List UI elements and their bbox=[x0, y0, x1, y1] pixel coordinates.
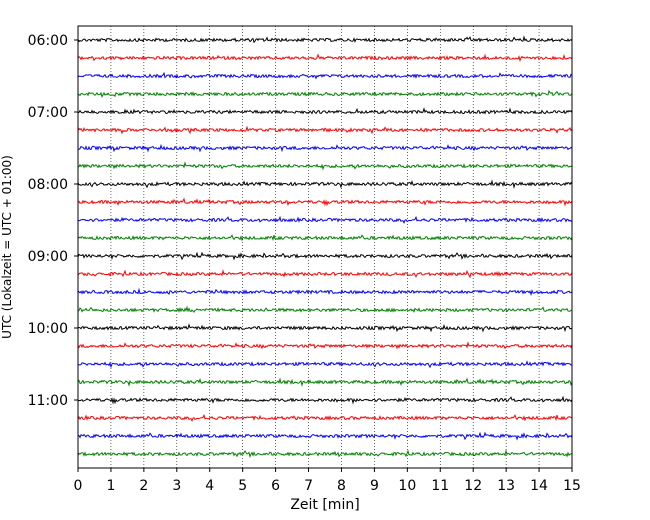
x-tick-label-11: 11 bbox=[431, 478, 449, 494]
x-tick-label-15: 15 bbox=[563, 478, 581, 494]
trace-0715 bbox=[77, 125, 573, 135]
seismic-traces bbox=[77, 35, 573, 459]
trace-0700 bbox=[77, 107, 573, 115]
trace-1000 bbox=[77, 323, 573, 333]
x-tick-label-4: 4 bbox=[205, 478, 214, 494]
y-tick-label-4: 10:00 bbox=[28, 321, 68, 337]
y-tick-label-0: 06:00 bbox=[28, 33, 68, 49]
trace-0645 bbox=[77, 89, 573, 98]
y-tick-label-3: 09:00 bbox=[28, 249, 68, 265]
trace-0730 bbox=[77, 143, 573, 153]
trace-0915 bbox=[77, 269, 573, 279]
trace-0900 bbox=[77, 251, 573, 261]
plot-frame bbox=[77, 25, 573, 469]
x-tick-label-9: 9 bbox=[370, 478, 379, 494]
trace-1115 bbox=[77, 413, 573, 423]
x-tick-label-3: 3 bbox=[172, 478, 181, 494]
x-tick-label-7: 7 bbox=[304, 478, 313, 494]
x-tick-label-2: 2 bbox=[139, 478, 148, 494]
trace-0945 bbox=[77, 305, 573, 313]
y-tick-label-5: 11:00 bbox=[28, 393, 68, 409]
trace-1100 bbox=[77, 395, 573, 405]
y-ticks: 06:00 07:00 08:00 09:00 10:00 11:00 bbox=[28, 33, 78, 409]
x-tick-label-1: 1 bbox=[106, 478, 115, 494]
x-tick-label-13: 13 bbox=[497, 478, 515, 494]
trace-1045 bbox=[77, 377, 573, 388]
y-axis-label: UTC (Lokalzeit = UTC + 01:00) bbox=[0, 155, 14, 339]
trace-0815 bbox=[77, 197, 573, 207]
trace-1145 bbox=[77, 449, 573, 459]
trace-0615 bbox=[77, 53, 573, 62]
x-tick-label-5: 5 bbox=[238, 478, 247, 494]
x-tick-label-12: 12 bbox=[464, 478, 482, 494]
y-tick-label-1: 07:00 bbox=[28, 105, 68, 121]
x-tick-label-6: 6 bbox=[271, 478, 280, 494]
x-ticks: 0 1 2 3 4 5 6 7 8 9 10 11 12 13 14 15 bbox=[74, 468, 581, 494]
x-axis-label: Zeit [min] bbox=[290, 497, 359, 513]
trace-1130 bbox=[77, 431, 573, 441]
trace-0600 bbox=[77, 35, 573, 44]
trace-0800 bbox=[77, 179, 573, 190]
trace-0745 bbox=[77, 161, 573, 171]
trace-0930 bbox=[77, 287, 573, 297]
x-tick-label-8: 8 bbox=[337, 478, 346, 494]
x-tick-label-0: 0 bbox=[74, 478, 83, 494]
x-tick-label-14: 14 bbox=[530, 478, 548, 494]
trace-1030 bbox=[77, 360, 573, 369]
y-tick-label-2: 08:00 bbox=[28, 177, 68, 193]
trace-0845 bbox=[77, 234, 573, 242]
trace-1015 bbox=[77, 341, 573, 350]
trace-0830 bbox=[77, 215, 573, 225]
x-tick-label-10: 10 bbox=[398, 478, 416, 494]
trace-0630 bbox=[77, 71, 573, 80]
